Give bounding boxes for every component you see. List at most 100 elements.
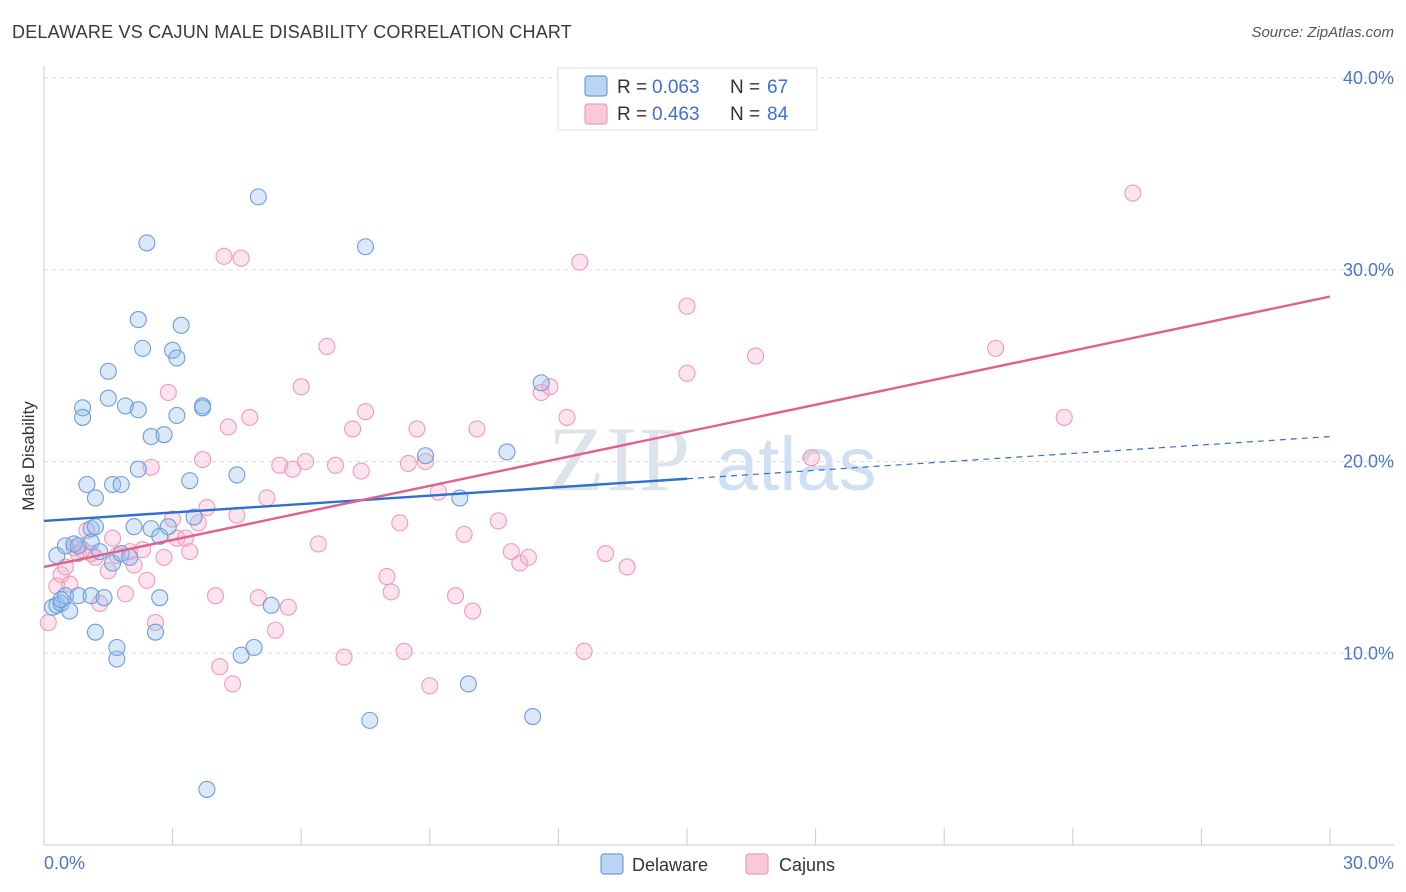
- data-point: [74, 408, 92, 426]
- data-point: [112, 475, 130, 494]
- data-point: [498, 443, 516, 461]
- legend-r-value-2: 0.463: [652, 104, 700, 125]
- data-point: [618, 558, 636, 576]
- trend-line-cajuns: [43, 295, 1331, 569]
- grid-lines: [44, 77, 1394, 654]
- data-point: [541, 378, 559, 396]
- data-point: [987, 339, 1005, 357]
- legend-n-label-1: N =: [730, 77, 760, 98]
- data-point: [104, 529, 122, 547]
- legend-n-label-2: N =: [730, 104, 760, 125]
- data-point: [194, 451, 212, 469]
- data-point: [146, 623, 165, 641]
- data-point: [1055, 408, 1073, 426]
- data-point: [344, 420, 362, 438]
- y-tick-label: 20.0%: [1343, 452, 1394, 472]
- data-point: [224, 675, 242, 693]
- data-point: [532, 383, 550, 402]
- data-point: [168, 406, 186, 425]
- tick-labels: 10.0% 20.0% 30.0% 40.0% 0.0% 30.0%: [44, 68, 1394, 873]
- data-point: [198, 780, 216, 798]
- data-point: [271, 456, 289, 474]
- data-point: [129, 460, 147, 478]
- data-point: [215, 247, 233, 265]
- data-point: [108, 638, 126, 657]
- data-point: [464, 602, 482, 620]
- bottom-legend-swatch-delaware: [600, 853, 624, 875]
- data-point: [39, 614, 57, 632]
- data-point: [421, 677, 439, 695]
- chart-title: DELAWARE VS CAJUN MALE DISABILITY CORREL…: [12, 22, 572, 42]
- series-cajuns-points: [39, 184, 1142, 695]
- data-point: [262, 596, 280, 614]
- data-point: [279, 598, 297, 616]
- data-point: [459, 675, 477, 693]
- data-point: [747, 347, 765, 365]
- data-point: [69, 587, 87, 605]
- data-point: [99, 362, 117, 380]
- data-point: [151, 527, 169, 545]
- data-point: [511, 554, 529, 572]
- data-point: [446, 587, 465, 605]
- data-point: [86, 489, 104, 507]
- data-point: [194, 399, 212, 417]
- data-point: [232, 249, 250, 267]
- data-point: [228, 466, 246, 484]
- data-point: [219, 418, 237, 436]
- data-point: [172, 316, 190, 334]
- data-point: [558, 408, 576, 426]
- data-point: [524, 707, 542, 726]
- data-point: [309, 535, 327, 553]
- data-point: [138, 234, 156, 252]
- data-point: [416, 452, 435, 471]
- legend-box: R = 0.063 N = 67 R = 0.463 N = 84: [557, 67, 818, 131]
- data-point: [116, 397, 134, 415]
- data-point: [284, 460, 302, 478]
- series-delaware-points: [44, 188, 550, 798]
- data-point: [352, 462, 370, 480]
- data-point: [206, 587, 225, 605]
- data-point: [502, 543, 520, 561]
- data-point: [129, 401, 147, 419]
- data-point: [296, 452, 315, 471]
- data-point: [86, 518, 104, 536]
- data-point: [138, 571, 156, 589]
- data-point: [159, 383, 177, 402]
- data-point: [211, 658, 229, 676]
- data-point: [361, 711, 379, 729]
- legend-r-label-1: R =: [617, 77, 647, 98]
- y-tick-label: 40.0%: [1343, 68, 1394, 88]
- x-tick-label: 30.0%: [1343, 853, 1394, 873]
- data-point: [335, 648, 353, 666]
- source-label: Source: ZipAtlas.com: [1251, 24, 1394, 41]
- bottom-legend: Delaware Cajuns: [600, 853, 835, 875]
- x-tick-label: 0.0%: [44, 853, 85, 873]
- data-point: [151, 589, 169, 607]
- data-point: [1124, 184, 1142, 202]
- data-point: [382, 583, 400, 601]
- y-tick-label: 10.0%: [1343, 643, 1394, 663]
- y-tick-label: 30.0%: [1343, 260, 1394, 280]
- y-axis-label: Male Disability: [19, 401, 38, 511]
- legend-n-value-2: 84: [767, 104, 789, 125]
- data-point: [416, 447, 435, 465]
- data-point: [82, 587, 100, 605]
- data-point: [155, 426, 173, 444]
- data-point: [326, 456, 345, 474]
- data-point: [249, 589, 267, 607]
- data-point: [391, 514, 409, 532]
- data-point: [78, 475, 96, 494]
- data-point: [395, 642, 413, 660]
- legend-swatch-delaware: [584, 75, 608, 97]
- bottom-legend-label-cajuns: Cajuns: [779, 855, 835, 875]
- legend-r-value-1: 0.063: [652, 77, 700, 98]
- data-point: [69, 537, 87, 555]
- data-point: [61, 602, 79, 620]
- data-point: [249, 188, 267, 206]
- data-point: [125, 518, 143, 536]
- data-point: [356, 238, 375, 256]
- data-point: [292, 378, 310, 396]
- data-point: [399, 454, 417, 472]
- data-point: [146, 614, 165, 632]
- data-point: [258, 489, 276, 507]
